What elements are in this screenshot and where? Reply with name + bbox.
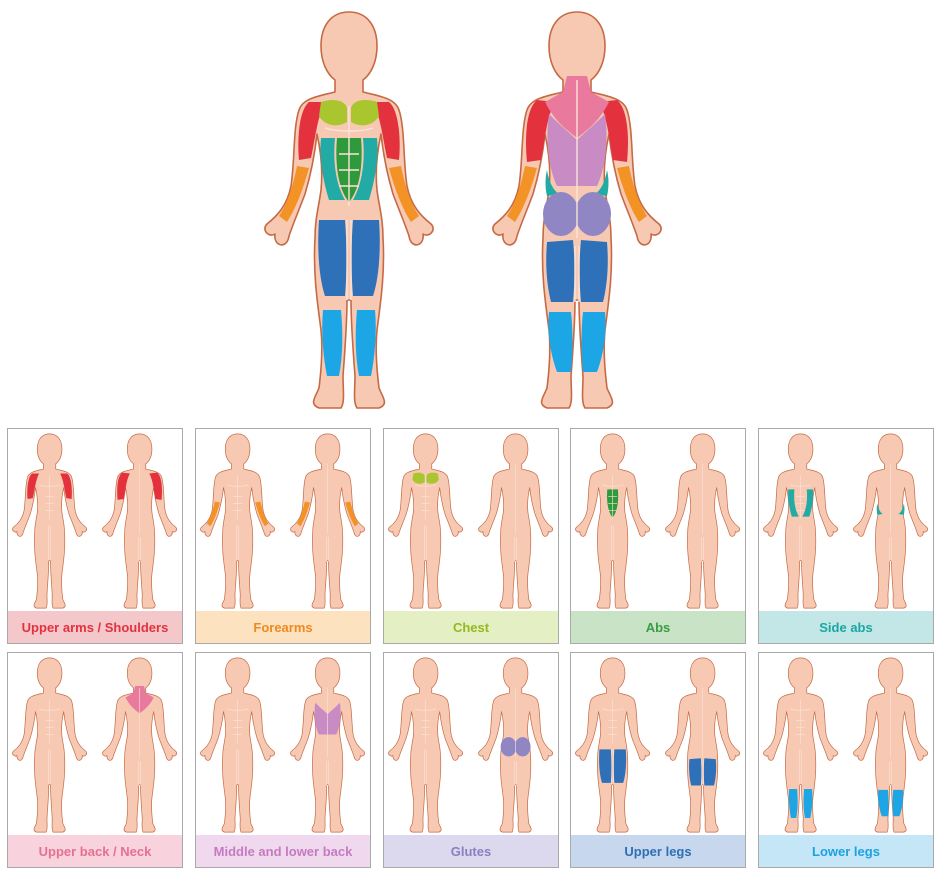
muscle-label-abs: Abs [571,611,745,643]
muscle-card-chest: Chest [383,428,559,644]
front-contours [226,699,249,785]
back-contours [138,463,141,562]
muscle-card-lower-legs: Lower legs [758,652,934,868]
card-back-figure [478,433,553,609]
muscle-label-forearms: Forearms [196,611,370,643]
body-silhouette [763,433,838,609]
muscle-card-upper-arms-shoulders: Upper arms / Shoulders [7,428,183,644]
hero-figures [264,11,662,409]
muscle-card-upper-legs: Upper legs [570,652,746,868]
card-front-figure [763,433,838,609]
back-muscles [507,76,647,372]
card-body-figures [200,433,365,609]
front-muscles [206,501,269,527]
front-contours [601,699,624,785]
muscle-card-side-abs: Side abs [758,428,934,644]
back-muscles [117,472,163,500]
body-silhouette [200,657,275,833]
muscle-card-abs: Abs [570,428,746,644]
card-front-figure [763,657,838,833]
card-body-figures [388,657,553,833]
back-contours [889,687,892,786]
card-body-figures [12,433,177,609]
card-front-figure [12,657,87,833]
front-contours [601,475,624,561]
card-body-figures [388,433,553,609]
back-contours [138,687,141,786]
card-front-figure [200,657,275,833]
muscle-diagram-hero [0,0,944,420]
card-back-figure [102,433,177,609]
front-muscles [788,789,813,819]
card-back-figure [853,433,928,609]
back-muscles [876,503,905,515]
back-body-figure [492,11,662,409]
front-contours [789,475,812,561]
card-back-figure [290,657,365,833]
muscle-label-glutes: Glutes [384,835,558,867]
back-contours [701,687,704,786]
card-front-figure [388,433,463,609]
front-muscles [412,472,439,484]
front-muscles [27,473,72,499]
back-contours [514,687,517,786]
front-contours [38,475,61,561]
front-muscles [788,489,814,517]
muscle-card-glutes: Glutes [383,652,559,868]
front-contours [414,699,437,785]
muscle-card-forearms: Forearms [195,428,371,644]
back-contours [889,463,892,562]
card-back-figure [665,657,740,833]
body-silhouette [12,433,87,609]
front-contours [38,699,61,785]
card-back-figure [290,433,365,609]
back-contours [326,687,329,786]
back-muscles [500,737,531,757]
back-contours [514,463,517,562]
muscle-card-middle-lower-back: Middle and lower back [195,652,371,868]
card-body-figures [575,433,740,609]
card-body-figures [763,433,928,609]
back-muscles [689,758,717,786]
muscle-label-lower-legs: Lower legs [759,835,933,867]
muscle-label-middle-lower-back: Middle and lower back [196,835,370,867]
card-body-figures [12,657,177,833]
muscle-label-side-abs: Side abs [759,611,933,643]
back-muscles [878,789,904,817]
card-back-figure [665,433,740,609]
muscle-label-upper-arms-shoulders: Upper arms / Shoulders [8,611,182,643]
body-silhouette [388,433,463,609]
body-silhouette [12,657,87,833]
front-contours [324,106,374,300]
card-front-figure [388,657,463,833]
card-front-figure [200,433,275,609]
muscle-label-upper-back-neck: Upper back / Neck [8,835,182,867]
card-back-figure [853,657,928,833]
card-front-figure [12,433,87,609]
back-contours [326,463,329,562]
back-muscles [296,501,359,527]
card-back-figure [478,657,553,833]
front-muscles [599,749,627,783]
body-silhouette [763,657,838,833]
card-body-figures [763,657,928,833]
card-body-figures [575,657,740,833]
muscle-card-upper-back-neck: Upper back / Neck [7,652,183,868]
body-silhouette [388,657,463,833]
front-contours [414,475,437,561]
back-contours [701,463,704,562]
front-body-figure [264,11,434,409]
front-contours [789,699,812,785]
body-silhouette [575,657,650,833]
card-front-figure [575,657,650,833]
card-back-figure [102,657,177,833]
body-silhouette [575,433,650,609]
muscle-label-upper-legs: Upper legs [571,835,745,867]
muscle-label-chest: Chest [384,611,558,643]
back-contours [574,80,580,302]
card-body-figures [200,657,365,833]
card-front-figure [575,433,650,609]
front-contours [226,475,249,561]
body-silhouette [200,433,275,609]
